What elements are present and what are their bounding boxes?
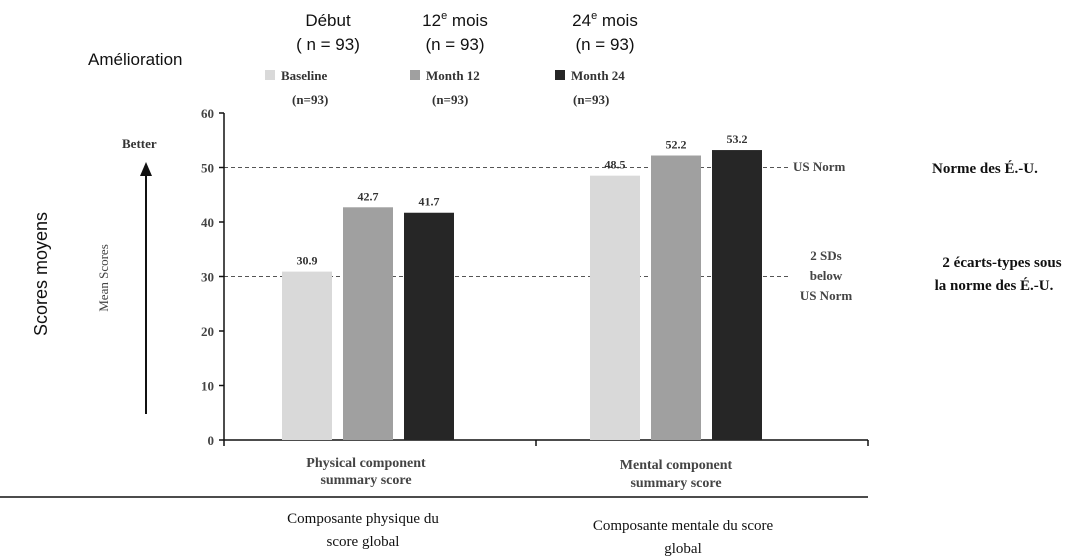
- bar-month-12-physical: [343, 207, 393, 440]
- better-arrow: [140, 162, 152, 414]
- header-debut-n: ( n = 93): [296, 35, 360, 54]
- header-month24-word: mois: [597, 11, 638, 30]
- value-label-month-24-physical: 41.7: [419, 195, 440, 209]
- us-norm-label-fr: Norme des É.-U.: [932, 160, 1038, 177]
- category-mental-fr-line2: global: [664, 541, 702, 557]
- category-physical-en-line1: Physical component: [306, 456, 426, 471]
- arrow-up-icon: [140, 162, 152, 176]
- bars: [282, 150, 762, 441]
- better-label: Better: [122, 136, 157, 151]
- value-label-month-12-mental: 52.2: [666, 138, 687, 152]
- header-month12-n: (n = 93): [425, 35, 484, 54]
- bar-month-24-mental: [712, 150, 762, 440]
- two-sd-label-fr-line1: 2 écarts-types sous: [942, 255, 1061, 271]
- header-month12-sup: e: [441, 10, 447, 22]
- header-month12-num: 12: [422, 11, 441, 30]
- legend-swatch-baseline: [265, 70, 275, 80]
- y-tick-label-10: 10: [201, 379, 214, 394]
- bar-baseline-mental: [590, 175, 640, 441]
- y-tick-label-60: 60: [201, 106, 214, 121]
- value-label-month-24-mental: 53.2: [727, 132, 748, 146]
- header-month12-word: mois: [447, 11, 488, 30]
- bar-baseline-physical: [282, 271, 332, 440]
- two-sd-label-line2: below: [810, 268, 843, 283]
- category-physical-fr-line2: score global: [327, 534, 400, 550]
- bar-month-12-mental: [651, 155, 701, 440]
- header-month24-num: 24: [572, 11, 591, 30]
- legend-n-month12: (n=93): [432, 92, 468, 107]
- bar-month-24-physical: [404, 212, 454, 440]
- two-sd-label-line3: US Norm: [800, 288, 853, 303]
- value-label-baseline-mental: 48.5: [605, 158, 626, 172]
- category-physical-en-line2: summary score: [320, 473, 411, 488]
- header-month24: 24e mois: [572, 10, 638, 30]
- legend-swatch-month24: [555, 70, 565, 80]
- y-tick-label-50: 50: [201, 161, 214, 176]
- y-axis-title-en: Mean Scores: [96, 244, 111, 312]
- y-tick-label-30: 30: [201, 270, 214, 285]
- category-mental-en-line1: Mental component: [620, 458, 733, 473]
- value-label-baseline-physical: 30.9: [297, 254, 318, 268]
- header-month12: 12e mois: [422, 10, 488, 30]
- amelioration-label: Amélioration: [88, 50, 183, 69]
- labels: 30.9 48.5 42.7 52.2 41.7 53.2: [297, 132, 748, 268]
- two-sd-label-line1: 2 SDs: [810, 248, 841, 263]
- y-tick-label-20: 20: [201, 324, 214, 339]
- category-mental-fr-line1: Composante mentale du score: [593, 518, 774, 534]
- two-sd-label-fr-line2: la norme des É.-U.: [935, 277, 1054, 294]
- category-mental-en-line2: summary score: [630, 476, 721, 491]
- us-norm-label: US Norm: [793, 159, 846, 174]
- y-tick-label-0: 0: [208, 433, 215, 448]
- legend-label-month12: Month 12: [426, 68, 480, 83]
- legend-label-month24: Month 24: [571, 68, 625, 83]
- legend-label-baseline: Baseline: [281, 68, 327, 83]
- value-label-month-12-physical: 42.7: [358, 189, 379, 203]
- legend-n-baseline: (n=93): [292, 92, 328, 107]
- header-month24-sup: e: [591, 10, 597, 22]
- legend: Baseline (n=93) Month 12 (n=93) Month 24…: [265, 68, 625, 107]
- legend-swatch-month12: [410, 70, 420, 80]
- legend-n-month24: (n=93): [573, 92, 609, 107]
- header-month24-n: (n = 93): [575, 35, 634, 54]
- category-physical-fr-line1: Composante physique du: [287, 511, 439, 527]
- y-tick-label-40: 40: [201, 215, 214, 230]
- header-debut: Début: [305, 11, 351, 30]
- y-axis-title-fr: Scores moyens: [31, 212, 51, 336]
